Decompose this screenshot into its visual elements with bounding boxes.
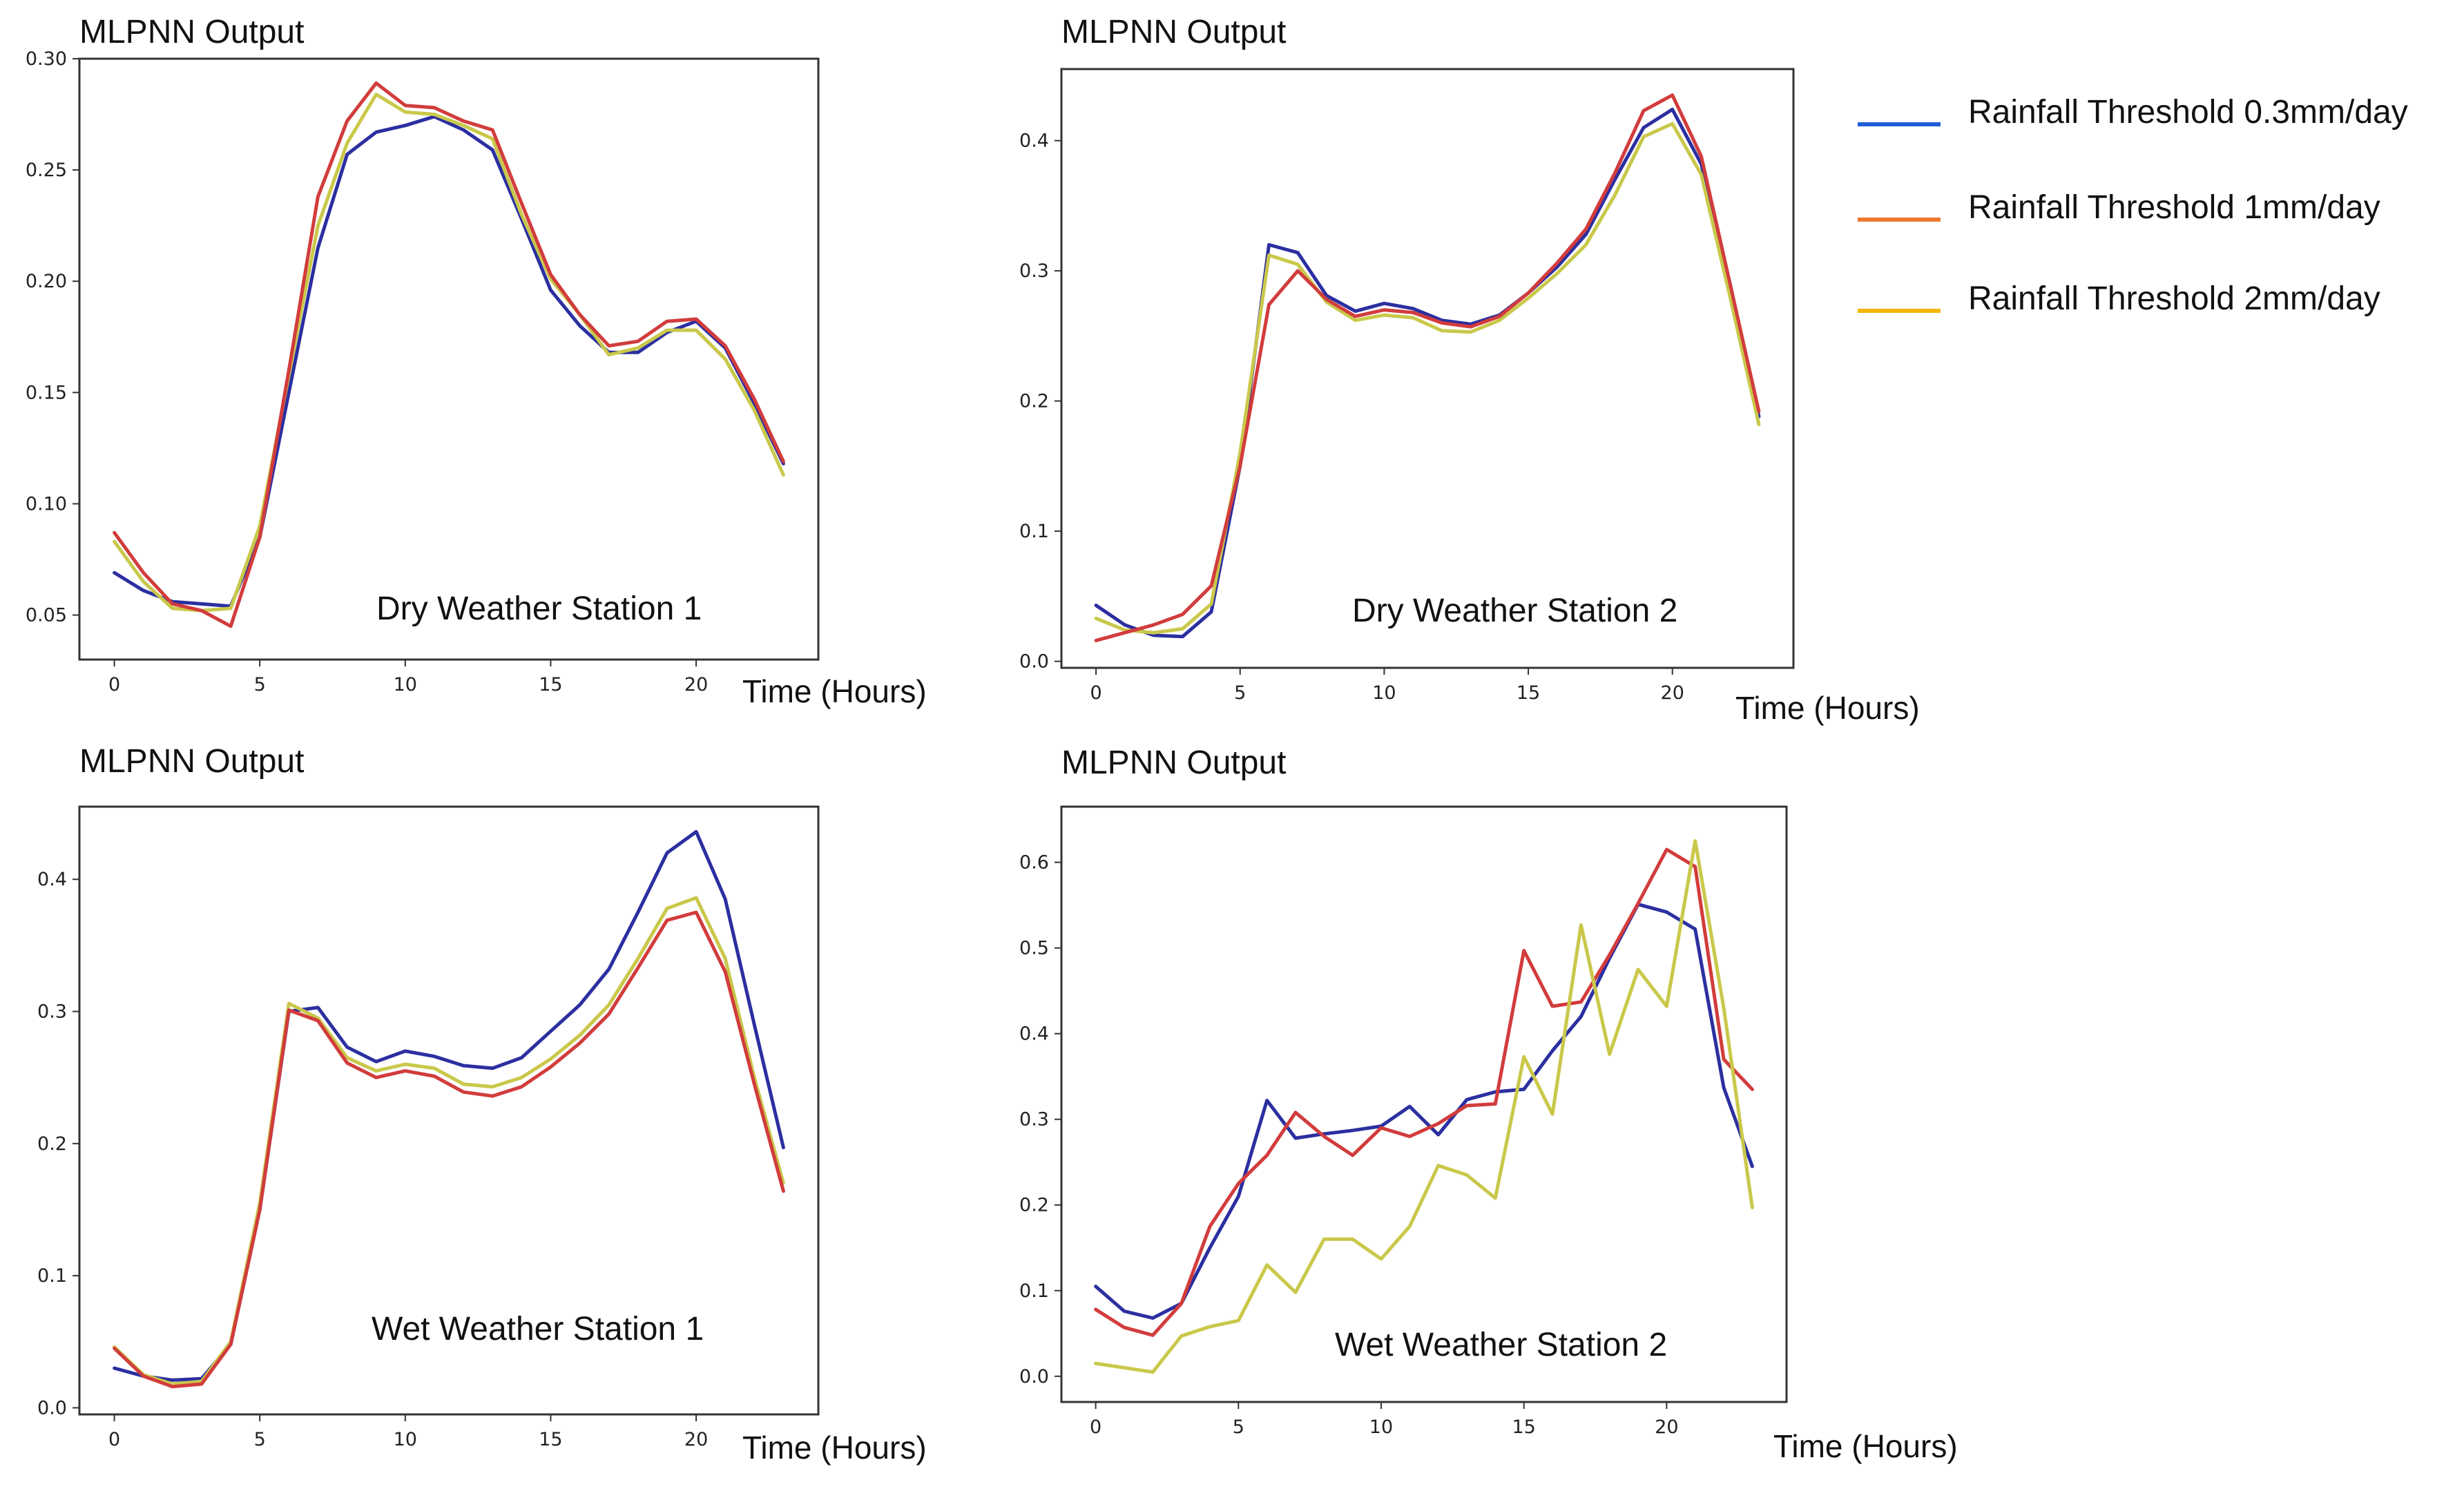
series-line-2 [113, 81, 785, 628]
x-tick-label: 0 [108, 674, 120, 695]
legend-label: Rainfall Threshold 0.3mm/day [1968, 94, 2408, 131]
series-lines [113, 81, 785, 628]
y-tick-label: 0.5 [1019, 938, 1049, 959]
plot-frame [78, 57, 820, 661]
y-tick-label: 0.2 [1019, 1195, 1049, 1216]
y-tick-label: 0.30 [26, 48, 67, 70]
x-axis: 0 5 10 15 20 [108, 1414, 708, 1450]
x-tick-label: 10 [1372, 682, 1396, 704]
y-axis: 0.0 0.1 0.2 0.3 0.4 [37, 869, 79, 1419]
y-tick-label: 0.20 [26, 271, 67, 292]
x-axis: 0 5 10 15 20 [1090, 1402, 1679, 1438]
station-annotation: Wet Weather Station 2 [1335, 1327, 1667, 1363]
y-tick-label: 0.15 [26, 382, 67, 403]
y-axis: 0.05 0.10 0.15 0.20 0.25 0.30 [26, 48, 79, 626]
series-line-0 [1094, 107, 1761, 639]
series-line-1 [1094, 122, 1761, 635]
y-tick-label: 0.1 [37, 1265, 67, 1287]
series-lines [1094, 839, 1754, 1374]
x-tick-label: 0 [108, 1429, 120, 1450]
station-annotation: Wet Weather Station 1 [372, 1311, 704, 1347]
y-tick-label: 0.3 [1019, 260, 1049, 282]
y-tick-label: 0.0 [1019, 1366, 1049, 1387]
x-tick-label: 20 [684, 1429, 708, 1450]
x-tick-label: 15 [1512, 1416, 1536, 1438]
legend-label: Rainfall Threshold 1mm/day [1968, 189, 2380, 226]
x-tick-label: 15 [1517, 682, 1540, 704]
chart-wet-weather-station-2: MLPNN Output 0.0 0.1 0.2 0.3 0.4 0.5 0.6 0 5 10 1… [1019, 744, 1958, 1464]
legend-label: Rainfall Threshold 2mm/day [1968, 280, 2380, 317]
y-axis: 0.0 0.1 0.2 0.3 0.4 0.5 0.6 [1019, 852, 1061, 1387]
x-axis-label: Time (Hours) [1773, 1428, 1958, 1464]
y-axis: 0.0 0.1 0.2 0.3 0.4 [1019, 131, 1061, 673]
plot-frame [1060, 68, 1795, 669]
x-tick-label: 0 [1090, 682, 1101, 704]
x-tick-label: 5 [254, 1429, 266, 1450]
y-tick-label: 0.6 [1019, 852, 1049, 874]
chart-dry-weather-station-1: MLPNN Output 0.05 0.10 0.15 0.20 0.25 0.30 0 5… [26, 14, 927, 709]
x-tick-label: 5 [1233, 1416, 1244, 1438]
y-tick-label: 0.0 [1019, 651, 1049, 673]
x-tick-label: 15 [539, 1429, 562, 1450]
y-tick-label: 0.2 [37, 1133, 67, 1155]
series-line-0 [113, 115, 785, 608]
legend-item-1mm: Rainfall Threshold 1mm/day [1858, 189, 2380, 226]
chart-title: MLPNN Output [1061, 744, 1286, 781]
y-tick-label: 0.4 [1019, 131, 1049, 152]
chart-wet-weather-station-1: MLPNN Output 0.0 0.1 0.2 0.3 0.4 0 5 10 15 20 We… [37, 743, 927, 1466]
chart-title: MLPNN Output [1061, 14, 1286, 50]
x-axis-label: Time (Hours) [1735, 690, 1920, 726]
series-line-1 [1094, 847, 1754, 1337]
x-tick-label: 10 [394, 674, 417, 695]
series-line-0 [113, 829, 785, 1382]
x-tick-label: 10 [394, 1429, 417, 1450]
series-line-2 [1094, 93, 1761, 642]
y-tick-label: 0.4 [1019, 1024, 1049, 1045]
y-tick-label: 0.0 [37, 1397, 67, 1419]
y-tick-label: 0.05 [26, 605, 67, 626]
x-axis-label: Time (Hours) [742, 673, 927, 709]
y-tick-label: 0.3 [1019, 1109, 1049, 1131]
legend-item-0-3mm: Rainfall Threshold 0.3mm/day [1858, 94, 2408, 131]
x-tick-label: 15 [539, 674, 562, 695]
series-line-2 [1094, 839, 1754, 1374]
y-tick-label: 0.10 [26, 493, 67, 515]
x-tick-label: 5 [254, 674, 266, 695]
chart-dry-weather-station-2: MLPNN Output 0.0 0.1 0.2 0.3 0.4 0 5 10 15 20 Dr… [1019, 14, 1920, 726]
x-axis: 0 5 10 15 20 [1090, 668, 1684, 704]
x-tick-label: 0 [1090, 1416, 1101, 1438]
legend: Rainfall Threshold 0.3mm/day Rainfall Th… [1858, 94, 2408, 317]
series-line-0 [1094, 902, 1754, 1320]
station-annotation: Dry Weather Station 2 [1352, 593, 1677, 629]
y-tick-label: 0.3 [37, 1001, 67, 1023]
chart-title: MLPNN Output [79, 14, 304, 50]
x-tick-label: 20 [1661, 682, 1684, 704]
y-tick-label: 0.1 [1019, 1280, 1049, 1302]
series-line-2 [113, 910, 785, 1389]
x-tick-label: 10 [1369, 1416, 1393, 1438]
plot-frame [1060, 805, 1788, 1403]
series-lines [1094, 93, 1761, 642]
plot-frame [78, 805, 820, 1416]
x-axis: 0 5 10 15 20 [108, 660, 708, 695]
series-line-1 [113, 93, 785, 613]
x-tick-label: 20 [1655, 1416, 1678, 1438]
station-annotation: Dry Weather Station 1 [376, 590, 702, 627]
chart-title: MLPNN Output [79, 743, 304, 780]
x-tick-label: 5 [1234, 682, 1246, 704]
series-lines [113, 829, 785, 1389]
x-tick-label: 20 [684, 674, 708, 695]
y-tick-label: 0.1 [1019, 521, 1049, 542]
legend-item-2mm: Rainfall Threshold 2mm/day [1858, 280, 2380, 317]
y-tick-label: 0.2 [1019, 391, 1049, 412]
y-tick-label: 0.25 [26, 160, 67, 181]
y-tick-label: 0.4 [37, 869, 67, 890]
x-axis-label: Time (Hours) [742, 1430, 927, 1466]
